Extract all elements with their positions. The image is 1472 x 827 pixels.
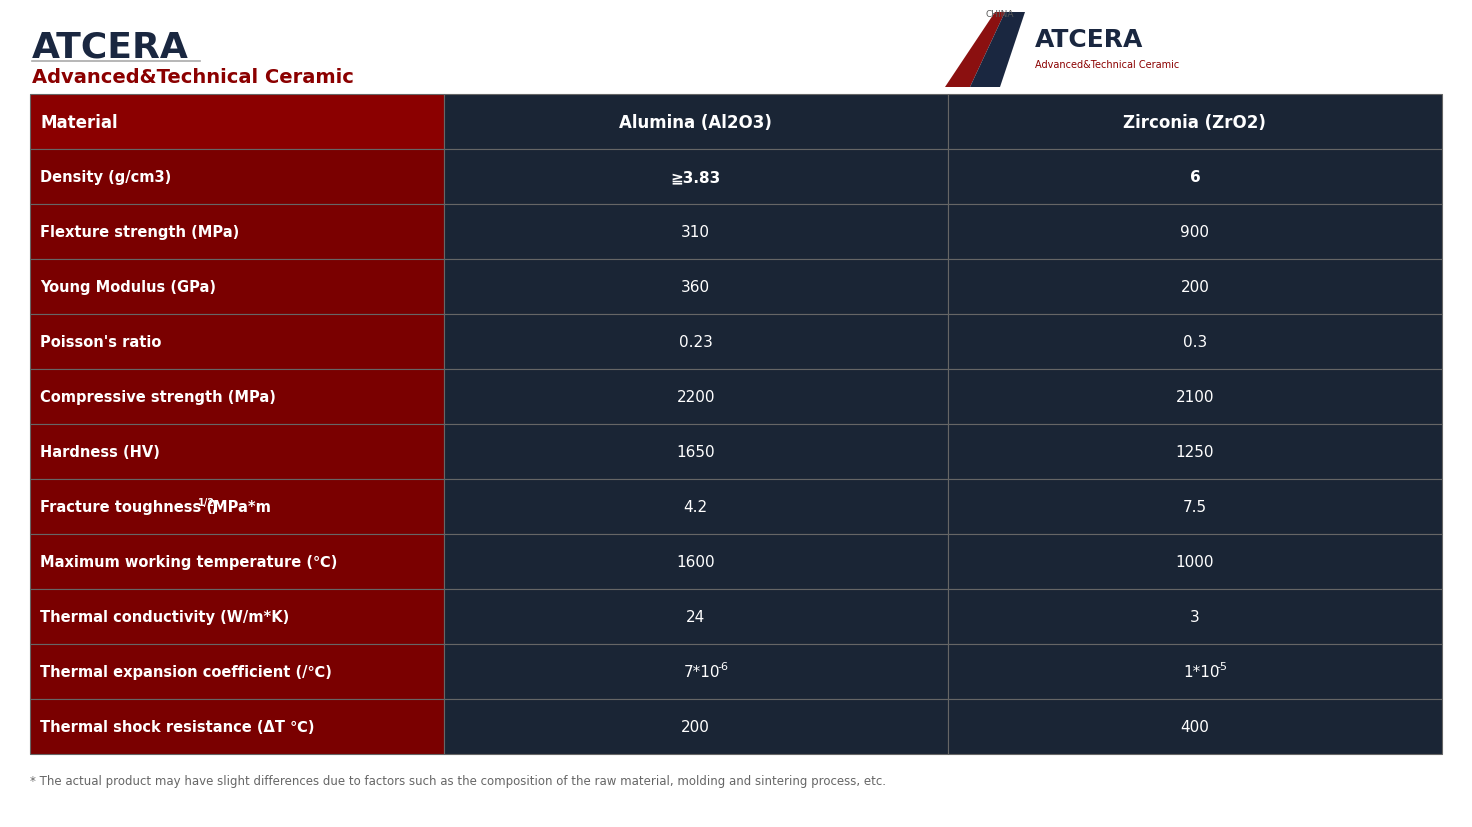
Text: ATCERA: ATCERA xyxy=(32,30,188,64)
Text: 1250: 1250 xyxy=(1176,444,1214,460)
Text: 0.3: 0.3 xyxy=(1183,335,1207,350)
Bar xyxy=(948,314,1443,370)
Text: 24: 24 xyxy=(686,609,705,624)
Text: Thermal conductivity (W/m*K): Thermal conductivity (W/m*K) xyxy=(40,609,290,624)
Text: 1000: 1000 xyxy=(1176,554,1214,569)
Polygon shape xyxy=(970,13,1025,88)
Text: Zirconia (ZrO2): Zirconia (ZrO2) xyxy=(1123,113,1266,131)
Bar xyxy=(29,699,443,754)
Text: Hardness (HV): Hardness (HV) xyxy=(40,444,160,460)
Bar xyxy=(443,644,948,699)
Text: * The actual product may have slight differences due to factors such as the comp: * The actual product may have slight dif… xyxy=(29,774,886,787)
Bar xyxy=(29,95,443,150)
Bar xyxy=(948,644,1443,699)
Text: ATCERA: ATCERA xyxy=(1035,28,1144,52)
Text: Thermal shock resistance (ΔT ℃): Thermal shock resistance (ΔT ℃) xyxy=(40,719,315,734)
Text: 310: 310 xyxy=(682,225,711,240)
Bar xyxy=(29,314,443,370)
Bar xyxy=(948,260,1443,314)
Text: 7.5: 7.5 xyxy=(1183,500,1207,514)
Text: Maximum working temperature (℃): Maximum working temperature (℃) xyxy=(40,554,337,569)
Bar xyxy=(29,370,443,424)
Text: 4.2: 4.2 xyxy=(683,500,708,514)
Bar xyxy=(443,534,948,590)
Polygon shape xyxy=(945,13,1005,88)
Bar xyxy=(443,150,948,205)
Text: Compressive strength (MPa): Compressive strength (MPa) xyxy=(40,390,275,404)
Bar xyxy=(443,370,948,424)
Text: 7*10: 7*10 xyxy=(684,664,720,679)
Bar xyxy=(948,590,1443,644)
Bar xyxy=(948,95,1443,150)
Bar xyxy=(29,260,443,314)
Text: 6: 6 xyxy=(1189,170,1200,184)
Text: 3: 3 xyxy=(1189,609,1200,624)
Text: ): ) xyxy=(210,500,218,514)
Text: 360: 360 xyxy=(682,280,711,294)
Text: 1650: 1650 xyxy=(677,444,715,460)
Bar xyxy=(948,534,1443,590)
Text: CHINA: CHINA xyxy=(985,10,1014,19)
Text: Advanced&Technical Ceramic: Advanced&Technical Ceramic xyxy=(1035,60,1179,70)
Bar xyxy=(948,699,1443,754)
Bar xyxy=(443,699,948,754)
Text: 200: 200 xyxy=(682,719,710,734)
Text: Density (g/cm3): Density (g/cm3) xyxy=(40,170,171,184)
Bar xyxy=(29,205,443,260)
Bar xyxy=(443,424,948,480)
Bar xyxy=(29,150,443,205)
Bar xyxy=(29,480,443,534)
Bar xyxy=(443,260,948,314)
Bar xyxy=(29,534,443,590)
Text: 2200: 2200 xyxy=(677,390,715,404)
Text: 1600: 1600 xyxy=(677,554,715,569)
Text: Fracture toughness (MPa*m: Fracture toughness (MPa*m xyxy=(40,500,271,514)
Text: 200: 200 xyxy=(1181,280,1210,294)
Text: 0.23: 0.23 xyxy=(679,335,712,350)
Text: Thermal expansion coefficient (/℃): Thermal expansion coefficient (/℃) xyxy=(40,664,331,679)
Text: Young Modulus (GPa): Young Modulus (GPa) xyxy=(40,280,216,294)
Bar xyxy=(29,424,443,480)
Text: 1*10: 1*10 xyxy=(1183,664,1219,679)
Bar xyxy=(948,480,1443,534)
Text: -6: -6 xyxy=(718,662,729,672)
Bar xyxy=(443,480,948,534)
Text: 400: 400 xyxy=(1181,719,1210,734)
Text: -5: -5 xyxy=(1217,662,1228,672)
Text: 900: 900 xyxy=(1181,225,1210,240)
Text: ≧3.83: ≧3.83 xyxy=(671,170,721,184)
Bar xyxy=(948,150,1443,205)
Text: Alumina (Al2O3): Alumina (Al2O3) xyxy=(620,113,773,131)
Bar xyxy=(948,205,1443,260)
Text: 2100: 2100 xyxy=(1176,390,1214,404)
Text: Poisson's ratio: Poisson's ratio xyxy=(40,335,162,350)
Text: Flexture strength (MPa): Flexture strength (MPa) xyxy=(40,225,240,240)
Text: Advanced&Technical Ceramic: Advanced&Technical Ceramic xyxy=(32,68,353,87)
Bar xyxy=(29,590,443,644)
Bar xyxy=(948,424,1443,480)
Bar xyxy=(443,590,948,644)
Bar xyxy=(29,644,443,699)
Bar xyxy=(443,314,948,370)
Bar xyxy=(443,95,948,150)
Bar xyxy=(443,205,948,260)
Bar xyxy=(948,370,1443,424)
Text: Material: Material xyxy=(40,113,118,131)
Text: 1/2: 1/2 xyxy=(197,498,215,508)
